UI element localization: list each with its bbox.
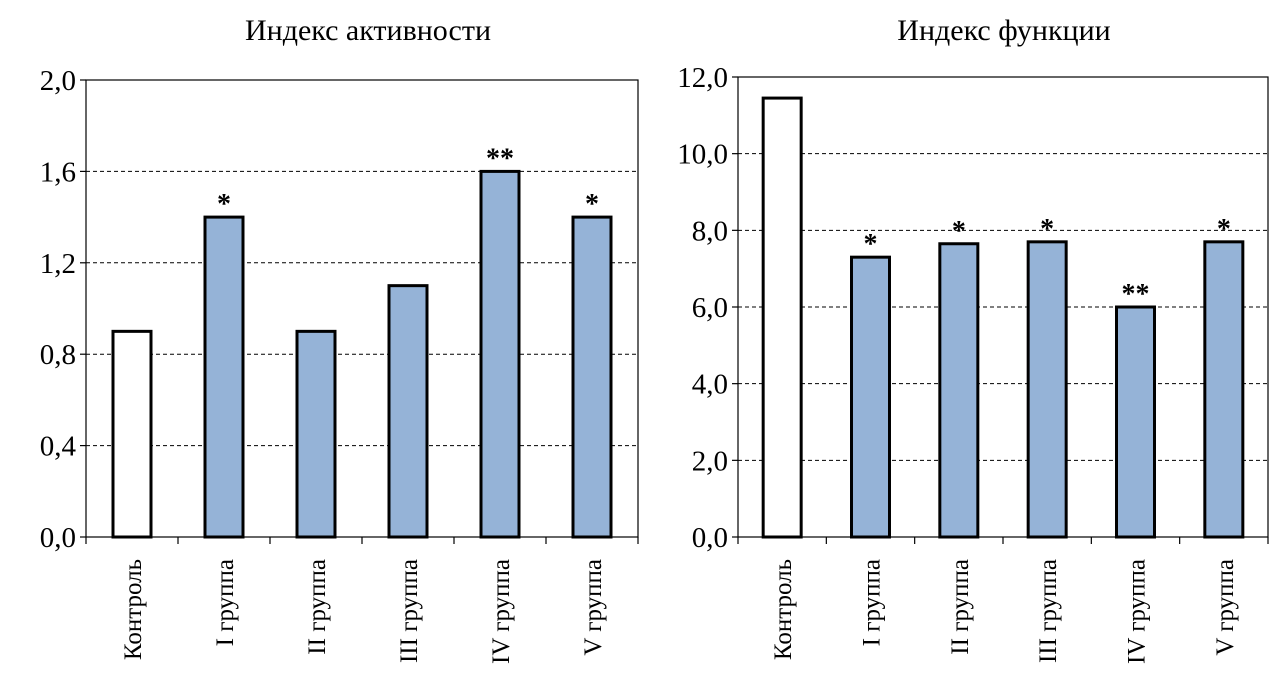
- category-label: III группа: [1035, 559, 1062, 663]
- bar-4: [479, 169, 521, 539]
- category-label: I группа: [859, 559, 886, 646]
- bar-5: [571, 215, 613, 539]
- significance-marker: **: [1122, 279, 1150, 310]
- bar-1: [850, 255, 891, 539]
- bar-0: [761, 96, 803, 539]
- category-label: I группа: [212, 559, 239, 646]
- bar-5: [1203, 240, 1245, 539]
- y-tick-label: 10,0: [677, 139, 728, 171]
- category-label: V группа: [1212, 559, 1239, 656]
- chart-title: Индекс функции: [897, 14, 1110, 47]
- y-tick-label: 1,2: [40, 248, 76, 280]
- plot-area: [85, 79, 639, 538]
- bar-3: [1026, 240, 1068, 539]
- significance-marker: **: [486, 143, 514, 174]
- y-tick-label: 12,0: [677, 62, 728, 94]
- category-label: V группа: [580, 559, 607, 656]
- significance-marker: *: [1040, 214, 1054, 245]
- category-label: IV группа: [488, 559, 515, 664]
- category-label: II группа: [947, 559, 974, 655]
- category-label: II группа: [304, 559, 331, 655]
- significance-marker: *: [1217, 214, 1231, 245]
- bar-2: [938, 242, 980, 539]
- y-tick-label: 0,0: [40, 522, 76, 554]
- category-label: Контроль: [120, 559, 147, 660]
- bar-4: [1115, 305, 1156, 539]
- y-tick-label: 2,0: [692, 445, 728, 477]
- bar-3: [387, 284, 429, 539]
- y-tick-label: 0,0: [692, 522, 728, 554]
- bar-0: [111, 329, 153, 539]
- category-label: III группа: [396, 559, 423, 663]
- significance-marker: *: [217, 189, 231, 220]
- y-tick-label: 0,8: [40, 339, 76, 371]
- chart-title: Индекс активности: [245, 14, 491, 47]
- y-tick-label: 2,0: [40, 65, 76, 97]
- y-tick-label: 0,4: [40, 431, 77, 463]
- significance-marker: *: [864, 229, 878, 260]
- category-label: Контроль: [770, 559, 797, 660]
- category-label: IV группа: [1124, 559, 1151, 664]
- bar-2: [295, 329, 337, 539]
- significance-marker: *: [585, 189, 599, 220]
- chart-activity-index: Индекс активности 0,0 0,4 0,8 1,2 1,6 2,0 Контр…: [40, 14, 639, 664]
- y-tick-label: 1,6: [40, 156, 76, 188]
- chart-function-index: Индекс функции 0,0 2,0 4,0 6,0 8,0 10,0 12,0 Кон…: [677, 14, 1269, 664]
- bar-1: [203, 215, 245, 539]
- y-tick-label: 8,0: [692, 215, 728, 247]
- y-tick-label: 6,0: [692, 292, 728, 324]
- significance-marker: *: [952, 216, 966, 247]
- y-tick-label: 4,0: [692, 369, 728, 401]
